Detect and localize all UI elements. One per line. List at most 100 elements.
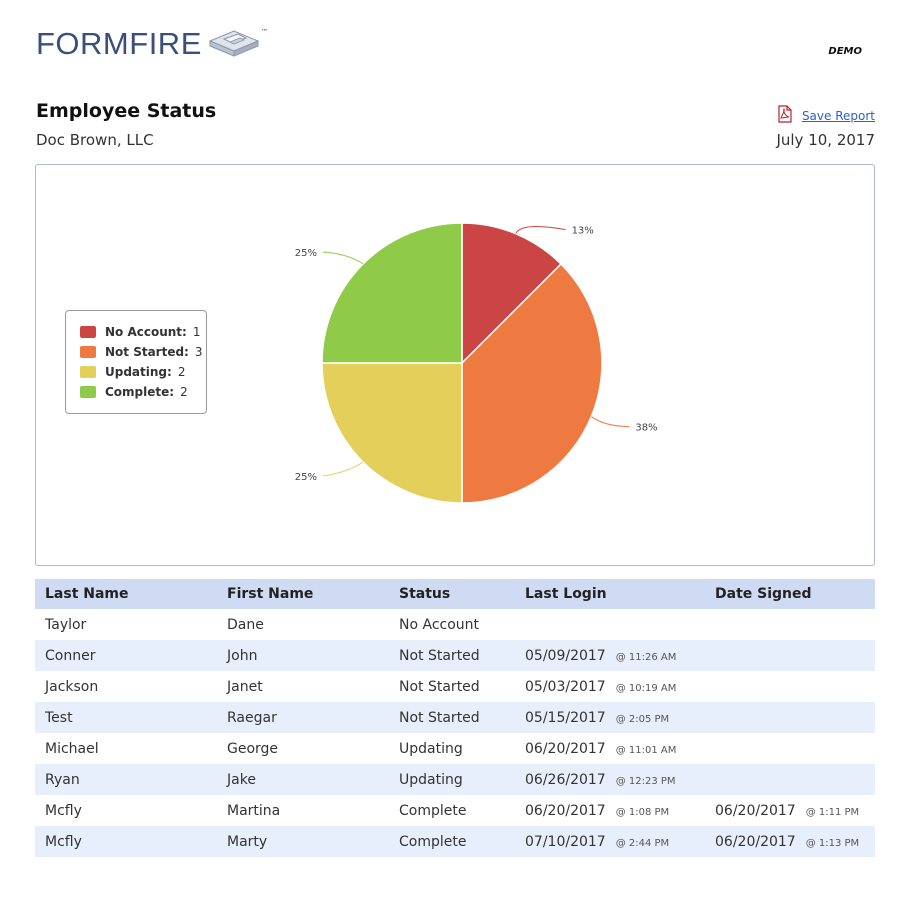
cell-status: Not Started: [389, 640, 515, 671]
login-time: @ 1:08 PM: [615, 806, 670, 818]
cell-first-name: Dane: [227, 616, 264, 633]
signed-time: @ 1:11 PM: [805, 806, 860, 818]
cell-status: No Account: [399, 616, 480, 633]
cell-last-login: 05/09/2017 @ 11:26 AM: [515, 640, 705, 671]
cell-date-signed: [705, 609, 875, 640]
legend-item-updating: Updating: 2: [80, 362, 206, 382]
table-row[interactable]: Conner John Not Started 05/09/2017 @ 11:26 A…: [35, 640, 875, 671]
legend-swatch: [80, 326, 96, 338]
legend-label: No Account:: [105, 325, 187, 339]
cell-date-signed: [705, 671, 875, 702]
cell-last-login: 06/26/2017 @ 12:23 PM: [515, 764, 705, 795]
signed-time: @ 1:13 PM: [805, 837, 860, 849]
legend-item-not-started: Not Started: 3: [80, 342, 206, 362]
cell-date-signed: [705, 702, 875, 733]
cell-first-name: Raegar: [217, 702, 389, 733]
login-date: 06/20/2017: [525, 802, 606, 819]
legend-swatch: [80, 366, 96, 378]
cell-date-signed: [705, 640, 875, 671]
cell-status: Updating: [389, 764, 515, 795]
legend-value: 2: [177, 365, 186, 379]
table-row[interactable]: Mcfly Martina Complete 06/20/2017 @ 1:08 PM 0…: [35, 795, 875, 826]
pie-percent-label: 38%: [635, 423, 657, 434]
table-row[interactable]: Mcfly Marty Complete 07/10/2017 @ 2:44 PM 06/…: [35, 826, 875, 857]
col-status[interactable]: Status: [389, 579, 515, 609]
pdf-icon[interactable]: [776, 105, 794, 126]
cell-first-name: George: [227, 740, 279, 757]
pie-chart: 13% 38% 25% 25%: [295, 222, 658, 504]
pie-percent-label: 25%: [295, 248, 317, 259]
cell-first-name: John: [217, 640, 389, 671]
report-date: July 10, 2017: [776, 131, 875, 149]
table-row[interactable]: Ryan Jake Updating 06/26/2017 @ 12:23 PM: [35, 764, 875, 795]
demo-badge: DEMO: [828, 46, 862, 57]
legend-swatch: [80, 386, 96, 398]
login-time: @ 10:19 AM: [615, 682, 677, 694]
table-row[interactable]: Jackson Janet Not Started 05/03/2017 @ 10:19…: [35, 671, 875, 702]
col-first-name[interactable]: First Name: [217, 579, 389, 609]
cell-status: Not Started: [389, 702, 515, 733]
pie-label-connector: [591, 416, 630, 428]
col-date-signed[interactable]: Date Signed: [705, 579, 875, 609]
save-report-link[interactable]: Save Report: [801, 108, 875, 123]
col-last-name[interactable]: Last Name: [35, 579, 217, 609]
cell-last-login: 06/20/2017 @ 11:01 AM: [515, 733, 705, 764]
legend-value: 3: [194, 345, 203, 359]
save-report[interactable]: Save Report: [776, 105, 875, 126]
cell-first-name: Janet: [227, 678, 263, 695]
legend-item-complete: Complete: 2: [80, 382, 206, 402]
cell-first-name: Martina: [227, 802, 281, 819]
pie-slice-updating[interactable]: [321, 362, 463, 504]
legend-label: Complete:: [105, 385, 175, 399]
cell-last-login: 05/15/2017 @ 2:05 PM: [515, 702, 705, 733]
chart-panel: No Account: 1 Not Started: 3 Updating: 2…: [35, 164, 875, 566]
table-row[interactable]: Taylor Dane No Account: [35, 609, 875, 640]
chart-legend: No Account: 1 Not Started: 3 Updating: 2…: [65, 310, 207, 414]
pie-percent-label: 25%: [295, 472, 317, 483]
legend-label: Not Started:: [105, 345, 189, 359]
page-title: Employee Status: [36, 100, 217, 122]
cell-date-signed: 06/20/2017 @ 1:13 PM: [705, 826, 875, 857]
trademark-mark: ™: [260, 28, 268, 36]
login-time: @ 11:01 AM: [615, 744, 677, 756]
cell-date-signed: [705, 733, 875, 764]
cell-status: Not Started: [399, 678, 480, 695]
cell-last-login: 07/10/2017 @ 2:44 PM: [515, 826, 705, 857]
pie-slice-no-account[interactable]: [461, 222, 563, 365]
login-date: 06/20/2017: [525, 740, 606, 757]
cell-last-name: Ryan: [35, 764, 217, 795]
login-date: 06/26/2017: [525, 771, 606, 788]
cell-last-name: Mcfly: [35, 826, 217, 857]
cell-status: Complete: [399, 802, 467, 819]
login-date: 05/03/2017: [525, 678, 606, 695]
cell-last-login: [515, 609, 705, 640]
table-row[interactable]: Michael George Updating 06/20/2017 @ 11:01 A…: [35, 733, 875, 764]
pie-label-connector: [515, 225, 566, 234]
col-last-login[interactable]: Last Login: [515, 579, 705, 609]
cell-status: Complete: [389, 826, 515, 857]
signed-date: 06/20/2017: [715, 802, 796, 819]
logo-text: FORMFIRE: [36, 26, 202, 61]
formfire-logo: FORMFIRE ™: [36, 26, 268, 62]
pie-percent-label: 13%: [572, 226, 594, 237]
login-date: 05/15/2017: [525, 709, 606, 726]
legend-item-no-account: No Account: 1: [80, 322, 206, 342]
table-header-row: Last Name First Name Status Last Login D…: [35, 579, 875, 609]
cell-last-name: Jackson: [45, 678, 99, 695]
cell-status: Updating: [399, 740, 463, 757]
login-date: 05/09/2017: [525, 647, 606, 664]
employee-table: Last Name First Name Status Last Login D…: [35, 579, 875, 857]
cell-last-name: Test: [35, 702, 217, 733]
cell-date-signed: [705, 764, 875, 795]
cell-first-name: Jake: [217, 764, 389, 795]
cell-date-signed: 06/20/2017 @ 1:11 PM: [705, 795, 875, 826]
pie-label-connector: [322, 251, 364, 265]
login-date: 07/10/2017: [525, 833, 606, 850]
login-time: @ 2:05 PM: [615, 713, 670, 725]
login-time: @ 12:23 PM: [615, 775, 676, 787]
legend-value: 1: [192, 325, 201, 339]
pie-slice-complete[interactable]: [321, 222, 463, 364]
table-row[interactable]: Test Raegar Not Started 05/15/2017 @ 2:05 PM: [35, 702, 875, 733]
company-name: Doc Brown, LLC: [36, 131, 154, 149]
login-time: @ 11:26 AM: [615, 651, 677, 663]
